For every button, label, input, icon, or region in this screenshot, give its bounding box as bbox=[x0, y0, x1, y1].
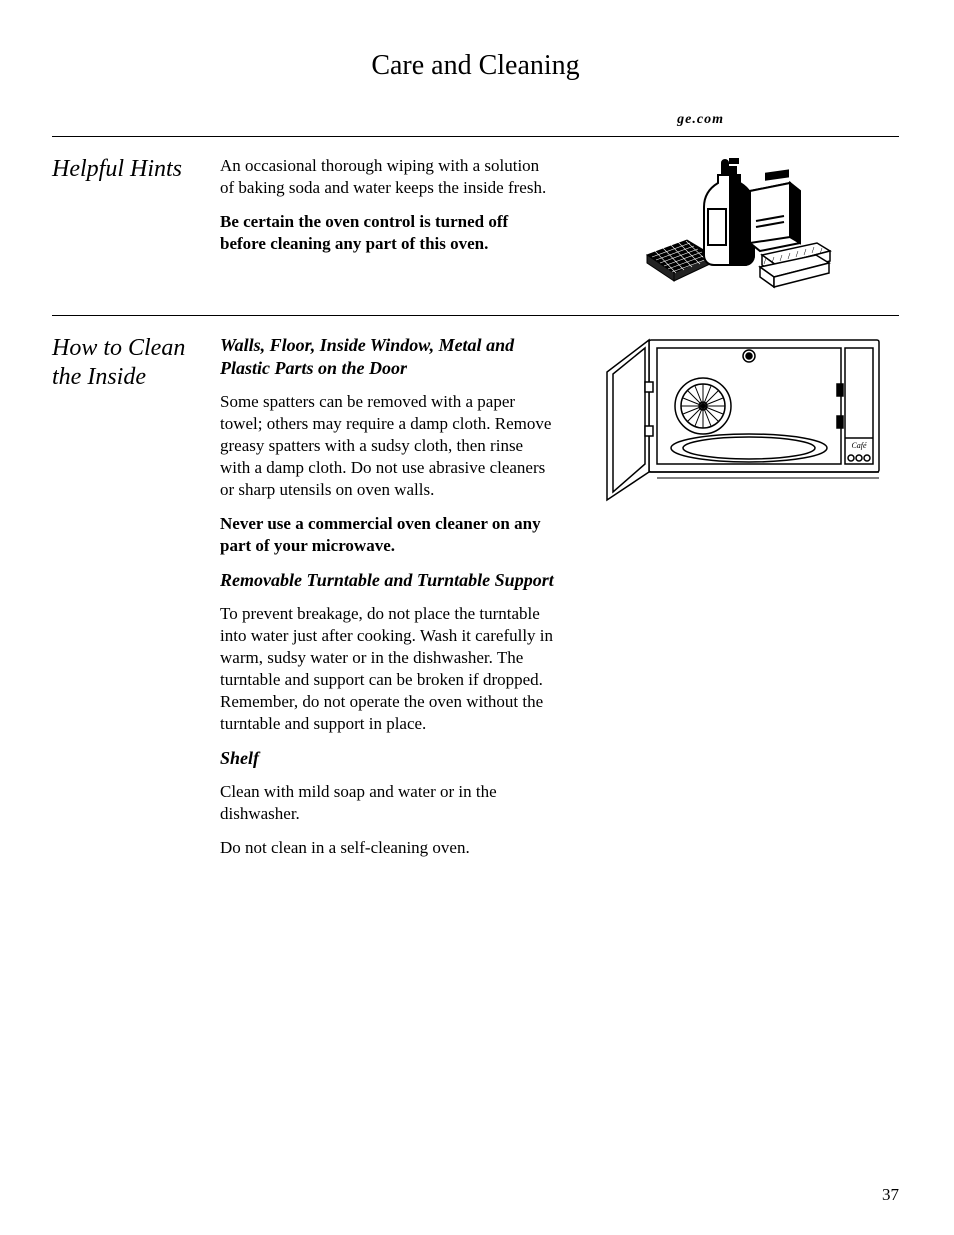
page-number: 37 bbox=[882, 1185, 899, 1205]
subheading: Removable Turntable and Turntable Suppor… bbox=[220, 569, 555, 592]
paragraph: Do not clean in a self-cleaning oven. bbox=[220, 837, 555, 859]
section-title: Helpful Hints bbox=[52, 155, 220, 295]
paragraph: An occasional thorough wiping with a sol… bbox=[220, 155, 555, 199]
website-label: ge.com bbox=[52, 112, 724, 128]
paragraph-bold: Be certain the oven control is turned of… bbox=[220, 211, 555, 255]
paragraph: Some spatters can be removed with a pape… bbox=[220, 391, 555, 501]
paragraph: To prevent breakage, do not place the tu… bbox=[220, 603, 555, 736]
paragraph-bold: Never use a commercial oven cleaner on a… bbox=[220, 513, 555, 557]
subheading: Shelf bbox=[220, 747, 555, 770]
figure-cleaning-supplies bbox=[555, 155, 899, 295]
section-content: Walls, Floor, Inside Window, Metal and P… bbox=[220, 334, 555, 871]
section-content: An occasional thorough wiping with a sol… bbox=[220, 155, 555, 295]
microwave-icon: Café bbox=[587, 334, 887, 514]
page-title: Care and Cleaning bbox=[52, 50, 899, 82]
cleaning-supplies-icon bbox=[642, 155, 832, 295]
figure-microwave: Café bbox=[555, 334, 899, 871]
section-title: How to Clean the Inside bbox=[52, 334, 220, 871]
panel-label: Café bbox=[851, 441, 867, 450]
paragraph: Clean with mild soap and water or in the… bbox=[220, 781, 555, 825]
subheading: Walls, Floor, Inside Window, Metal and P… bbox=[220, 334, 555, 381]
section-clean-inside: How to Clean the Inside Walls, Floor, In… bbox=[52, 316, 899, 891]
section-helpful-hints: Helpful Hints An occasional thorough wip… bbox=[52, 137, 899, 315]
